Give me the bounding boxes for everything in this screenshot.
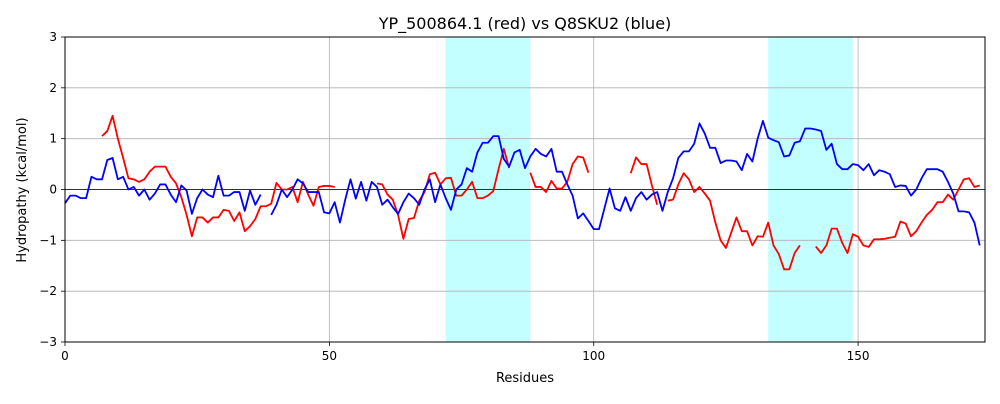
- series-1-segment-1: [101, 114, 335, 238]
- y-axis-ticks: −3 −2 −1 0 1 2 3: [39, 30, 65, 349]
- y-tick-label: 3: [49, 30, 57, 44]
- y-tick-label: −2: [39, 284, 57, 298]
- y-axis-label: Hydropathy (kcal/mol): [15, 117, 30, 262]
- series-1-segment-5: [667, 172, 801, 271]
- x-tick-label: 0: [61, 349, 69, 363]
- series-2-segment-2: [270, 119, 981, 246]
- y-tick-label: −3: [39, 335, 57, 349]
- y-tick-label: 1: [49, 132, 57, 146]
- series-1-segment-4: [629, 156, 659, 205]
- x-axis-label: Residues: [496, 371, 554, 386]
- y-tick-label: 0: [49, 183, 57, 197]
- series-1-segment-6: [815, 177, 980, 254]
- x-axis-ticks: 0 50 100 150: [61, 342, 870, 363]
- x-tick-label: 150: [847, 349, 870, 363]
- series-lines: [64, 114, 981, 271]
- series-1-segment-3: [529, 155, 590, 193]
- x-tick-label: 100: [582, 349, 605, 363]
- chart-title: YP_500864.1 (red) vs Q8SKU2 (blue): [378, 14, 672, 34]
- series-2-segment-1: [64, 157, 262, 215]
- x-tick-label: 50: [322, 349, 337, 363]
- series-1-segment-2: [376, 147, 511, 240]
- y-tick-label: 2: [49, 81, 57, 95]
- y-tick-label: −1: [39, 233, 57, 247]
